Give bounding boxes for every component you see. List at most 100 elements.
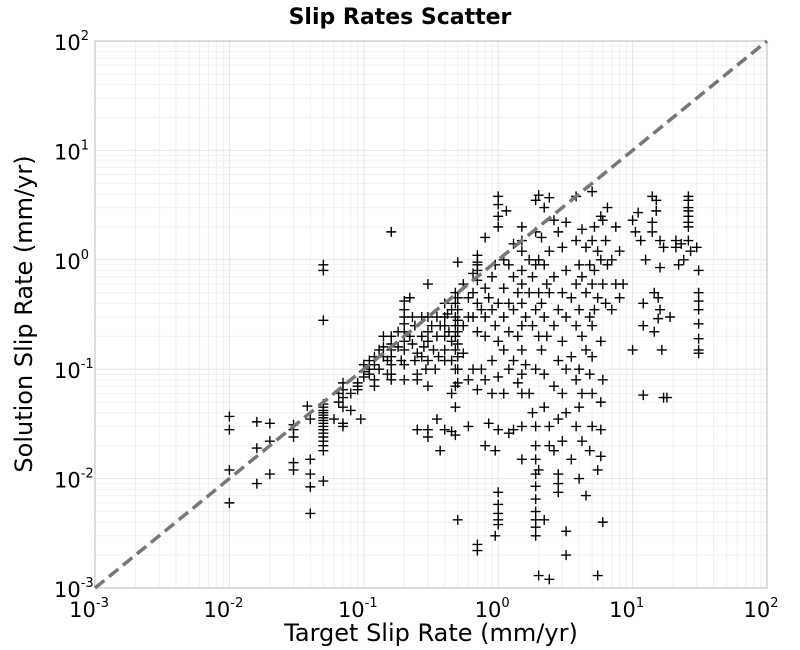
data-point bbox=[399, 296, 410, 307]
data-point bbox=[352, 384, 363, 395]
data-point bbox=[516, 369, 527, 380]
data-point bbox=[493, 371, 504, 382]
data-point bbox=[508, 304, 519, 315]
data-point bbox=[516, 279, 527, 290]
data-point bbox=[302, 401, 313, 412]
data-point bbox=[530, 494, 541, 505]
data-point bbox=[571, 421, 582, 432]
data-point bbox=[468, 312, 479, 323]
data-point bbox=[592, 464, 603, 475]
data-point bbox=[512, 331, 523, 342]
data-point bbox=[574, 473, 585, 484]
data-point bbox=[592, 246, 603, 257]
data-point bbox=[450, 402, 461, 413]
data-point bbox=[374, 364, 385, 375]
data-point bbox=[685, 246, 696, 257]
data-point bbox=[548, 271, 559, 282]
data-point bbox=[530, 522, 541, 533]
data-point bbox=[416, 331, 427, 342]
data-point bbox=[446, 355, 457, 366]
data-point bbox=[566, 351, 577, 362]
data-point bbox=[369, 359, 380, 370]
reference-line bbox=[93, 39, 769, 590]
data-point bbox=[658, 242, 669, 253]
data-point bbox=[647, 226, 658, 237]
x-tick-labels: 10-3 10-2 10-1 100 101 102 bbox=[69, 596, 778, 622]
data-point bbox=[422, 279, 433, 290]
data-point bbox=[693, 318, 704, 329]
data-point bbox=[530, 440, 541, 451]
data-point bbox=[640, 254, 651, 265]
data-point bbox=[458, 320, 469, 331]
data-point bbox=[516, 298, 527, 309]
data-point bbox=[589, 221, 600, 232]
data-point bbox=[600, 235, 611, 246]
data-point bbox=[358, 371, 369, 382]
data-point bbox=[452, 326, 463, 337]
data-point bbox=[561, 407, 572, 418]
data-point bbox=[305, 454, 316, 465]
data-point bbox=[426, 320, 437, 331]
data-point bbox=[693, 333, 704, 344]
data-point bbox=[584, 259, 595, 270]
data-point bbox=[452, 364, 463, 375]
data-point bbox=[422, 336, 433, 347]
data-point bbox=[587, 320, 598, 331]
data-point bbox=[530, 195, 541, 206]
data-point bbox=[493, 298, 504, 309]
data-point bbox=[251, 478, 262, 489]
data-point bbox=[557, 336, 568, 347]
data-point bbox=[386, 226, 397, 237]
data-point bbox=[493, 336, 504, 347]
data-point bbox=[512, 377, 523, 388]
y-tick-label: 102 bbox=[54, 29, 89, 55]
data-point bbox=[288, 464, 299, 475]
data-point bbox=[548, 215, 559, 226]
data-point bbox=[571, 320, 582, 331]
data-point bbox=[530, 481, 541, 492]
data-point bbox=[463, 374, 474, 385]
data-point bbox=[576, 388, 587, 399]
data-point bbox=[592, 292, 603, 303]
data-point bbox=[516, 421, 527, 432]
data-point bbox=[412, 424, 423, 435]
data-point bbox=[439, 331, 450, 342]
data-point bbox=[638, 320, 649, 331]
data-point bbox=[602, 202, 613, 213]
data-point bbox=[452, 338, 463, 349]
data-point bbox=[516, 454, 527, 465]
data-point bbox=[530, 530, 541, 541]
data-point bbox=[673, 259, 684, 270]
data-point bbox=[498, 312, 509, 323]
data-point bbox=[501, 205, 512, 216]
data-point bbox=[399, 344, 410, 355]
data-point bbox=[566, 454, 577, 465]
data-point bbox=[580, 490, 591, 501]
data-point bbox=[592, 570, 603, 581]
data-point bbox=[539, 202, 550, 213]
data-point bbox=[407, 312, 418, 323]
data-point bbox=[487, 355, 498, 366]
data-point bbox=[498, 388, 509, 399]
data-point bbox=[553, 304, 564, 315]
data-point bbox=[530, 364, 541, 375]
data-point bbox=[487, 271, 498, 282]
data-point bbox=[516, 265, 527, 276]
data-point bbox=[693, 304, 704, 315]
data-point bbox=[337, 402, 348, 413]
data-point bbox=[553, 226, 564, 237]
data-point bbox=[649, 326, 660, 337]
data-point bbox=[483, 292, 494, 303]
data-point bbox=[655, 262, 666, 273]
data-point bbox=[318, 315, 329, 326]
data-point bbox=[653, 292, 664, 303]
data-point bbox=[305, 414, 316, 425]
data-point bbox=[472, 384, 483, 395]
data-point bbox=[355, 414, 366, 425]
data-point bbox=[439, 320, 450, 331]
data-point bbox=[600, 298, 611, 309]
data-point bbox=[251, 416, 262, 427]
data-point bbox=[656, 344, 667, 355]
data-point bbox=[530, 454, 541, 465]
